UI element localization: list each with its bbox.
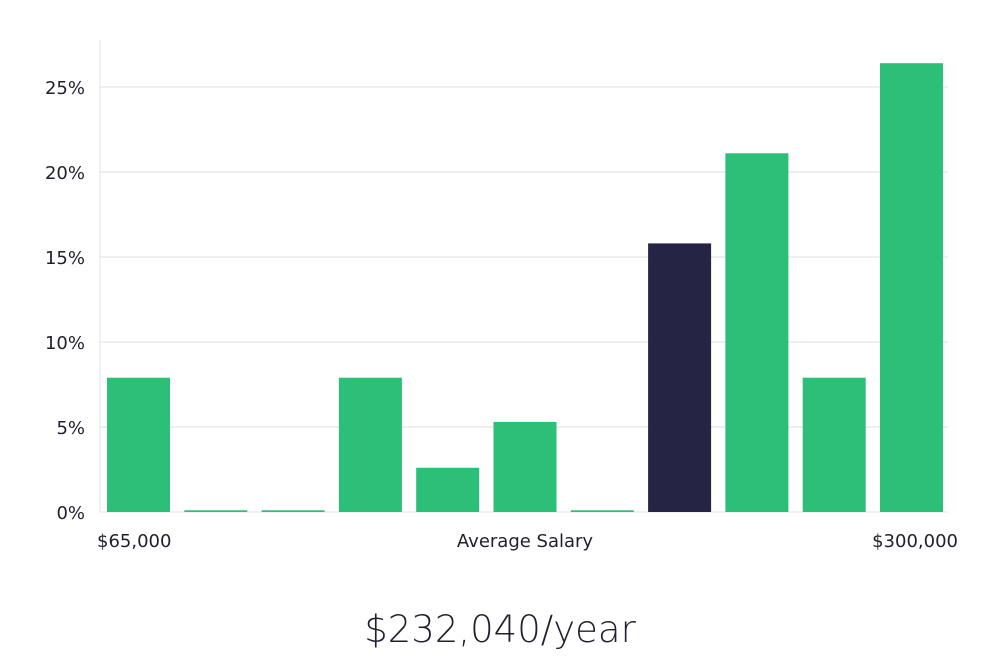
x-axis-title: Average Salary: [457, 531, 594, 552]
bars: [107, 63, 943, 513]
bar: [802, 377, 866, 512]
y-tick-labels: 0% 5% 10% 15% 20% 25%: [45, 78, 85, 524]
y-tick-label: 20%: [45, 163, 85, 184]
y-tick-label: 10%: [45, 333, 85, 354]
bar-highlight: [648, 243, 712, 512]
bar: [338, 377, 402, 512]
x-max-label: $300,000: [872, 531, 958, 552]
bar: [261, 510, 325, 512]
salary-distribution-chart: 0%5%10%15%20%25% $65,000 Average Salary …: [45, 40, 958, 552]
y-tick-label: 0%: [56, 503, 85, 524]
bar: [570, 510, 634, 512]
y-tick-label: 15%: [45, 248, 85, 269]
bar: [493, 421, 557, 512]
x-min-label: $65,000: [97, 531, 171, 552]
y-tick-label: 25%: [45, 78, 85, 99]
average-salary-value: $232,040/year: [364, 608, 636, 651]
bar: [107, 377, 170, 512]
bar: [880, 63, 943, 512]
bar: [725, 153, 789, 513]
bar: [416, 467, 480, 512]
y-tick-label: 5%: [56, 418, 85, 439]
bar: [184, 510, 248, 512]
